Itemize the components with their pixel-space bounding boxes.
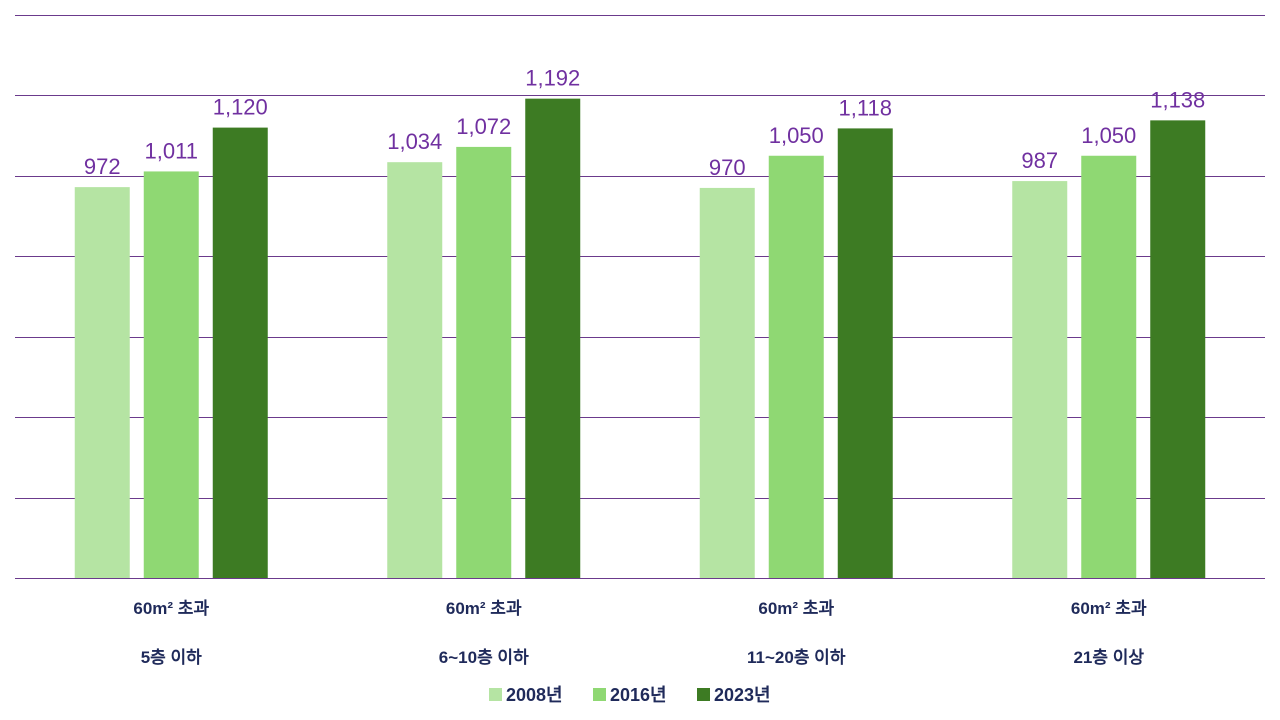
legend-swatch: [697, 688, 710, 701]
bar: [1081, 155, 1137, 578]
category-label: 60m² 초과: [133, 599, 209, 618]
legend-entry: 2016년: [610, 685, 667, 705]
category-label: 60m² 초과: [1071, 599, 1147, 618]
bar: [143, 171, 199, 578]
data-label: 970: [709, 155, 746, 180]
data-label: 1,120: [213, 95, 268, 120]
data-label: 1,072: [456, 114, 511, 139]
value-labels: 972 1,011 1,120 1,034 1,072 1,192 970 1,050 1,11…: [84, 66, 1205, 180]
bar: [699, 187, 755, 578]
bar: [837, 128, 893, 578]
bar: [74, 187, 130, 579]
bar: [768, 155, 824, 578]
bar: [387, 162, 443, 579]
bar: [456, 146, 512, 578]
data-label: 1,138: [1150, 87, 1205, 112]
data-label: 1,034: [387, 129, 442, 154]
category-label: 60m² 초과: [446, 599, 522, 618]
data-label: 1,192: [525, 66, 580, 91]
bars: [74, 98, 1206, 579]
data-label: 1,050: [769, 123, 824, 148]
legend-entry: 2008년: [506, 685, 563, 705]
category-label: 60m² 초과: [758, 599, 834, 618]
bar: [1150, 120, 1206, 579]
data-label: 1,118: [839, 95, 892, 120]
category-label: 6~10층 이하: [439, 648, 529, 667]
category-label: 21층 이상: [1073, 648, 1144, 667]
bar: [212, 127, 268, 578]
bar: [525, 98, 581, 578]
data-label: 972: [84, 154, 121, 179]
data-label: 987: [1021, 148, 1058, 173]
category-label: 11~20층 이하: [747, 648, 846, 667]
gridlines: [15, 15, 1265, 579]
category-labels: 60m² 초과 5층 이하 60m² 초과 6~10층 이하 60m² 초과 11~20층…: [133, 599, 1147, 667]
data-label: 1,011: [145, 138, 198, 163]
data-label: 1,050: [1081, 123, 1136, 148]
legend: 2008년 2016년 2023년: [489, 685, 771, 705]
category-label: 5층 이하: [141, 648, 202, 667]
legend-entry: 2023년: [714, 685, 771, 705]
legend-swatch: [489, 688, 502, 701]
legend-swatch: [593, 688, 606, 701]
bar: [1012, 181, 1068, 578]
